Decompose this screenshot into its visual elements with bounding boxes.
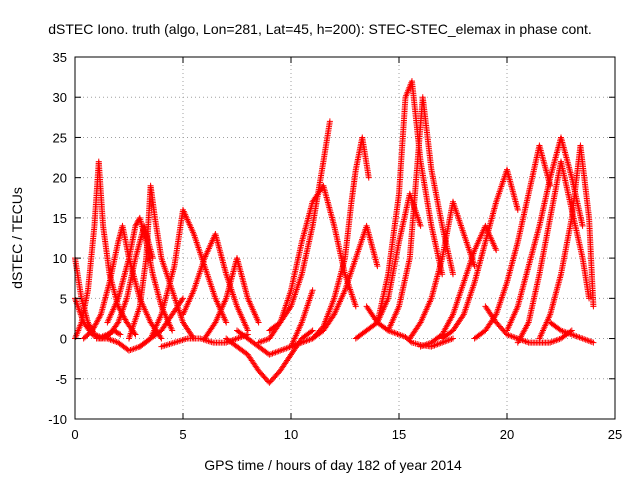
data-series-15 [288,222,381,350]
data-point [92,332,99,339]
data-point [450,271,456,278]
data-point [586,295,593,302]
data-point [352,303,359,310]
data-series-14 [266,118,333,334]
x-tick-label: 5 [179,427,186,442]
data-point [374,263,381,270]
y-tick-label: -10 [48,412,67,427]
data-point [417,222,424,229]
data-series-25 [482,303,575,346]
data-point [330,312,337,319]
y-tick-label: 0 [60,332,67,347]
y-tick-label: 35 [53,50,67,65]
data-series-10 [201,255,262,342]
data-point [416,320,423,327]
x-tick-label: 25 [608,427,622,442]
data-point [117,331,124,338]
data-point [471,263,478,270]
data-point [287,304,294,311]
chart-title: dSTEC Iono. truth (algo, Lon=281, Lat=45… [48,21,592,37]
data-point [97,312,104,319]
data-series-16 [309,134,372,342]
y-tick-label: 10 [53,251,67,266]
data-point [179,296,186,303]
data-point [439,271,446,278]
y-tick-label: 20 [53,171,67,186]
y-tick-label: 30 [53,90,67,105]
data-point [116,330,123,337]
data-point [133,221,140,228]
data-point [579,222,586,229]
y-tick-label: 5 [60,291,67,306]
data-point [180,295,186,302]
data-series-11 [223,327,316,386]
data-point [132,331,139,338]
data-series-29 [547,319,597,346]
data-point [211,320,218,327]
data-point [514,206,521,213]
data-point [132,222,139,229]
data-point [149,255,156,262]
x-tick-label: 10 [284,427,298,442]
tick-layer: 0 5 10 15 20 25 -10 -5 0 5 10 15 20 25 30 35 [48,50,622,442]
y-tick-label: -5 [55,372,67,387]
data-point [158,335,165,342]
data-point [450,335,456,342]
data-layer [72,78,597,386]
data-point [90,332,97,339]
data-point [308,328,315,335]
data-point [493,247,500,254]
data-point [244,327,251,334]
data-series-20 [385,94,456,334]
data-series-6 [126,182,197,342]
data-point [590,303,597,310]
data-series-2 [72,222,156,342]
data-series-28 [536,142,597,342]
data-series-23 [439,166,521,342]
data-series-21 [406,198,478,342]
data-series-9 [180,230,251,334]
x-tick-label: 15 [392,427,406,442]
data-point [326,118,333,125]
data-point [309,327,316,334]
data-point [459,312,466,319]
plot-frame [74,56,616,420]
data-point [309,287,316,294]
x-axis-label: GPS time / hours of day 182 of year 2014 [204,457,462,473]
data-point [365,174,372,181]
y-tick-label: 25 [53,130,67,145]
x-tick-label: 20 [500,427,514,442]
y-tick-label: 15 [53,211,67,226]
y-axis-label: dSTEC / TECUs [9,187,25,289]
data-point [169,327,176,334]
data-point [590,339,597,346]
data-series-22 [417,222,500,350]
x-tick-label: 0 [71,427,78,442]
data-series-1 [72,158,139,342]
data-point [255,319,262,326]
data-point [157,334,164,341]
data-point [223,319,230,326]
